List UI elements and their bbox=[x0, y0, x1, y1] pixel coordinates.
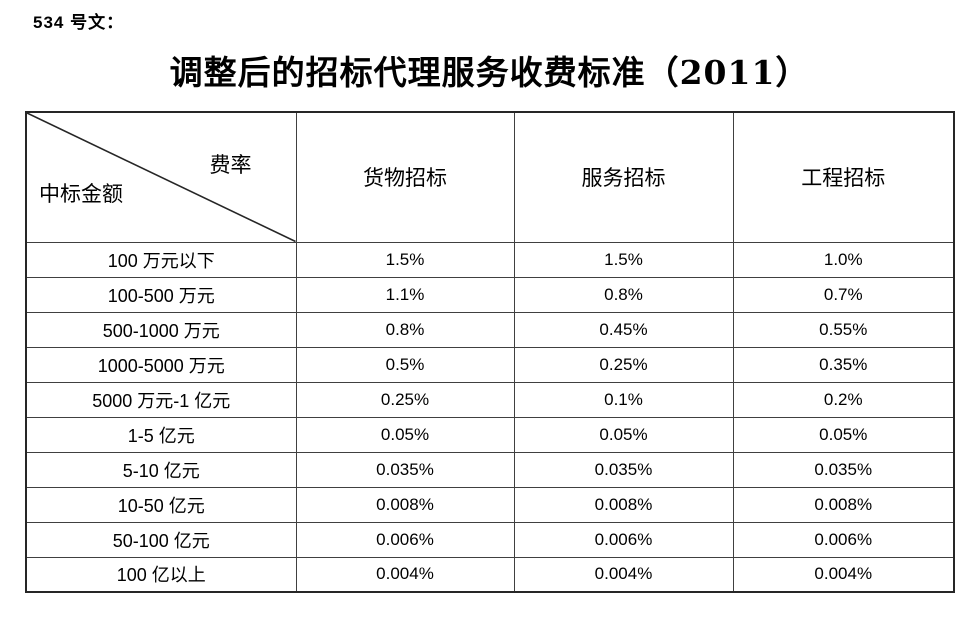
rate-cell: 0.008% bbox=[513, 486, 734, 523]
table-row: 100 万元以下 1.5% 1.5% 1.0% bbox=[25, 241, 955, 278]
amount-cell: 10-50 亿元 bbox=[25, 486, 297, 523]
rate-cell: 0.004% bbox=[732, 556, 955, 593]
rate-cell: 0.25% bbox=[295, 381, 515, 418]
table-row: 5-10 亿元 0.035% 0.035% 0.035% bbox=[25, 451, 955, 488]
amount-cell: 5000 万元-1 亿元 bbox=[25, 381, 297, 418]
rate-cell: 0.008% bbox=[295, 486, 515, 523]
amount-cell: 100-500 万元 bbox=[25, 276, 297, 313]
rate-cell: 0.8% bbox=[295, 311, 515, 348]
amount-cell: 5-10 亿元 bbox=[25, 451, 297, 488]
rate-cell: 0.2% bbox=[732, 381, 955, 418]
table-row: 500-1000 万元 0.8% 0.45% 0.55% bbox=[25, 311, 955, 348]
rate-cell: 0.008% bbox=[732, 486, 955, 523]
rate-cell: 0.25% bbox=[513, 346, 734, 383]
rate-cell: 0.5% bbox=[295, 346, 515, 383]
rate-cell: 0.006% bbox=[732, 521, 955, 558]
rate-cell: 0.35% bbox=[732, 346, 955, 383]
page-title: 调整后的招标代理服务收费标准（2011） bbox=[169, 53, 810, 92]
table-row: 50-100 亿元 0.006% 0.006% 0.006% bbox=[25, 521, 955, 558]
table-header-row: 费率 中标金额 货物招标 服务招标 工程招标 bbox=[25, 111, 955, 243]
table-row: 1-5 亿元 0.05% 0.05% 0.05% bbox=[25, 416, 955, 453]
rate-cell: 0.05% bbox=[732, 416, 955, 453]
column-header-goods: 货物招标 bbox=[295, 111, 515, 243]
table-row: 10-50 亿元 0.008% 0.008% 0.008% bbox=[25, 486, 955, 523]
rate-cell: 1.0% bbox=[732, 241, 955, 278]
amount-cell: 50-100 亿元 bbox=[25, 521, 297, 558]
doc-number-label: 534 号文： bbox=[33, 13, 125, 32]
rate-cell: 0.45% bbox=[513, 311, 734, 348]
rate-cell: 0.7% bbox=[732, 276, 955, 313]
diagonal-divider-line bbox=[27, 113, 296, 242]
rate-cell: 0.8% bbox=[513, 276, 734, 313]
column-header-services: 服务招标 bbox=[513, 111, 734, 243]
amount-cell: 500-1000 万元 bbox=[25, 311, 297, 348]
rate-cell: 0.05% bbox=[513, 416, 734, 453]
rate-cell: 0.035% bbox=[732, 451, 955, 488]
corner-header-cell: 费率 中标金额 bbox=[25, 111, 297, 243]
rate-cell: 0.004% bbox=[513, 556, 734, 593]
amount-cell: 100 亿以上 bbox=[25, 556, 297, 593]
amount-cell: 1-5 亿元 bbox=[25, 416, 297, 453]
rate-cell: 0.1% bbox=[513, 381, 734, 418]
fee-rate-table: 费率 中标金额 货物招标 服务招标 工程招标 100 万元以下 1.5% 1.5… bbox=[25, 111, 955, 593]
amount-cell: 1000-5000 万元 bbox=[25, 346, 297, 383]
rate-cell: 0.035% bbox=[513, 451, 734, 488]
table-row: 5000 万元-1 亿元 0.25% 0.1% 0.2% bbox=[25, 381, 955, 418]
amount-cell: 100 万元以下 bbox=[25, 241, 297, 278]
rate-cell: 1.5% bbox=[295, 241, 515, 278]
rate-cell: 0.05% bbox=[295, 416, 515, 453]
rate-cell: 1.5% bbox=[513, 241, 734, 278]
rate-cell: 0.55% bbox=[732, 311, 955, 348]
rate-cell: 0.006% bbox=[295, 521, 515, 558]
table-row: 1000-5000 万元 0.5% 0.25% 0.35% bbox=[25, 346, 955, 383]
rate-cell: 1.1% bbox=[295, 276, 515, 313]
corner-label-amount: 中标金额 bbox=[39, 181, 123, 206]
table-row: 100-500 万元 1.1% 0.8% 0.7% bbox=[25, 276, 955, 313]
column-header-works: 工程招标 bbox=[732, 111, 955, 243]
rate-cell: 0.004% bbox=[295, 556, 515, 593]
rate-cell: 0.035% bbox=[295, 451, 515, 488]
corner-label-rate: 费率 bbox=[209, 153, 252, 177]
table-row: 100 亿以上 0.004% 0.004% 0.004% bbox=[25, 556, 955, 593]
rate-cell: 0.006% bbox=[513, 521, 734, 558]
